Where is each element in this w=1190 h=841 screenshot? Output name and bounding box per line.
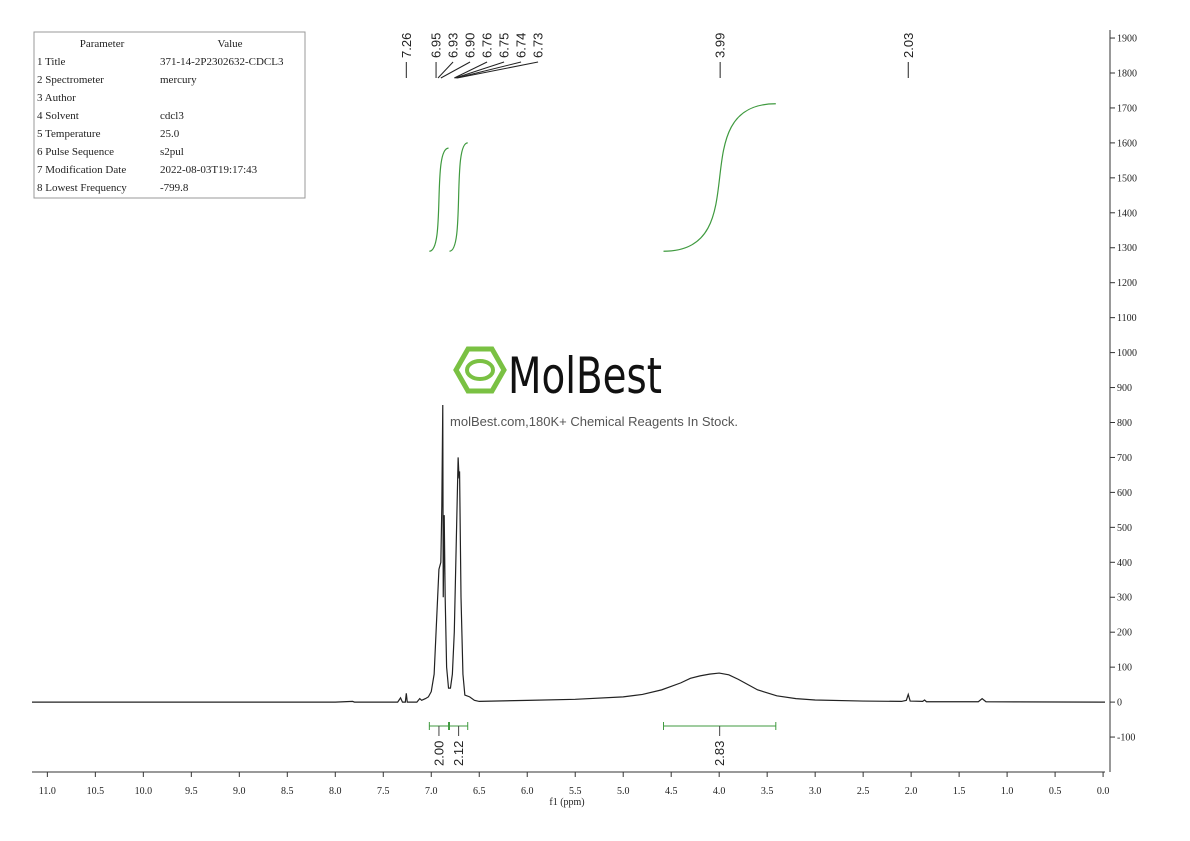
x-tick-label: 10.0 [135, 786, 153, 797]
x-tick-label: 5.5 [569, 786, 582, 797]
x-tick-label: 9.5 [185, 786, 198, 797]
parameter-value: 25.0 [160, 128, 180, 140]
x-tick-label: 9.0 [233, 786, 246, 797]
peak-label: 6.90 [463, 33, 478, 58]
peak-marker [457, 61, 539, 79]
x-tick-label: 1.0 [1001, 786, 1014, 797]
x-tick-label: 10.5 [87, 786, 105, 797]
peak-label: 2.03 [901, 33, 916, 58]
parameter-box [33, 31, 306, 199]
y-tick-label: 200 [1117, 628, 1132, 639]
y-tick-label: 1200 [1117, 278, 1137, 289]
peak-marker [437, 61, 454, 79]
x-tick-label: 7.5 [377, 786, 390, 797]
y-tick-label: 1700 [1117, 103, 1137, 114]
y-tick-label: 1900 [1117, 34, 1137, 45]
y-tick-label: -100 [1117, 733, 1135, 744]
integral-curve [429, 147, 449, 252]
parameter-name: 3 Author [37, 92, 76, 104]
y-tick-label: 1400 [1117, 208, 1137, 219]
peak-label: 3.99 [713, 33, 728, 58]
y-tick-label: 700 [1117, 453, 1132, 464]
parameter-name: 1 Title [37, 56, 66, 68]
x-tick-label: 2.0 [905, 786, 918, 797]
x-tick-label: 1.5 [953, 786, 966, 797]
parameter-name: 6 Pulse Sequence [37, 146, 114, 158]
y-tick-label: 100 [1117, 663, 1132, 674]
y-tick-label: 1800 [1117, 68, 1137, 79]
peak-label: 6.75 [497, 33, 512, 58]
x-tick-label: 6.0 [521, 786, 534, 797]
x-tick-label: 6.5 [473, 786, 486, 797]
table-header: Value [217, 38, 242, 50]
y-tick-label: 400 [1117, 558, 1132, 569]
parameter-name: 2 Spectrometer [37, 74, 104, 86]
y-tick-label: 1300 [1117, 243, 1137, 254]
x-tick-label: 4.5 [665, 786, 678, 797]
peak-label: 6.74 [514, 33, 529, 58]
x-axis-label: f1 (ppm) [549, 797, 584, 808]
peak-marker [454, 61, 488, 79]
peak-label: 7.26 [399, 33, 414, 58]
parameter-name: 5 Temperature [37, 128, 101, 140]
tagline: molBest.com,180K+ Chemical Reagents In S… [450, 414, 738, 429]
y-tick-label: 1600 [1117, 138, 1137, 149]
parameter-value: -799.8 [160, 182, 189, 194]
y-tick-label: 900 [1117, 383, 1132, 394]
parameter-value: mercury [160, 74, 197, 86]
logo-ring [465, 359, 495, 381]
peak-label: 6.95 [429, 33, 444, 58]
y-tick-label: 600 [1117, 488, 1132, 499]
x-tick-label: 4.0 [713, 786, 726, 797]
peak-label: 6.93 [446, 33, 461, 58]
x-tick-label: 0.5 [1049, 786, 1062, 797]
y-tick-label: 500 [1117, 523, 1132, 534]
x-tick-label: 3.0 [809, 786, 822, 797]
peak-marker [455, 61, 505, 79]
peak-marker [440, 61, 471, 79]
integral-curve [663, 103, 776, 252]
y-tick-label: 800 [1117, 418, 1132, 429]
y-tick-label: 300 [1117, 593, 1132, 604]
integral-label: 2.00 [431, 741, 446, 766]
x-tick-label: 7.0 [425, 786, 438, 797]
parameter-value: 371-14-2P2302632-CDCL3 [160, 56, 284, 68]
logo-hexagon [453, 346, 507, 394]
integral-curve [449, 142, 469, 252]
parameter-value: cdcl3 [160, 110, 184, 122]
parameter-value: 2022-08-03T19:17:43 [160, 164, 258, 176]
y-tick-label: 0 [1117, 698, 1122, 709]
x-tick-label: 3.5 [761, 786, 774, 797]
table-header: Parameter [80, 38, 125, 50]
peak-marker [456, 61, 522, 79]
parameter-name: 8 Lowest Frequency [37, 182, 127, 194]
x-tick-label: 8.0 [329, 786, 342, 797]
parameter-value: s2pul [160, 146, 184, 158]
y-tick-label: 1000 [1117, 348, 1137, 359]
logo: MolBest [453, 346, 662, 405]
integral-label: 2.12 [451, 741, 466, 766]
x-tick-label: 0.0 [1097, 786, 1110, 797]
brand: MolBest [508, 347, 662, 405]
integral-label: 2.83 [712, 741, 727, 766]
parameter-table: Parameter Value 1 Title 371-14-2P2302632-CD… [37, 38, 284, 194]
spectrum [32, 405, 1105, 703]
parameter-name: 4 Solvent [37, 110, 79, 122]
parameter-name: 7 Modification Date [37, 164, 126, 176]
peak-label: 6.76 [480, 33, 495, 58]
x-tick-label: 11.0 [39, 786, 56, 797]
x-tick-label: 8.5 [281, 786, 294, 797]
y-tick-label: 1500 [1117, 173, 1137, 184]
y-tick-label: 1100 [1117, 313, 1137, 324]
peak-label: 6.73 [531, 33, 546, 58]
x-tick-label: 2.5 [857, 786, 870, 797]
x-tick-label: 5.0 [617, 786, 630, 797]
